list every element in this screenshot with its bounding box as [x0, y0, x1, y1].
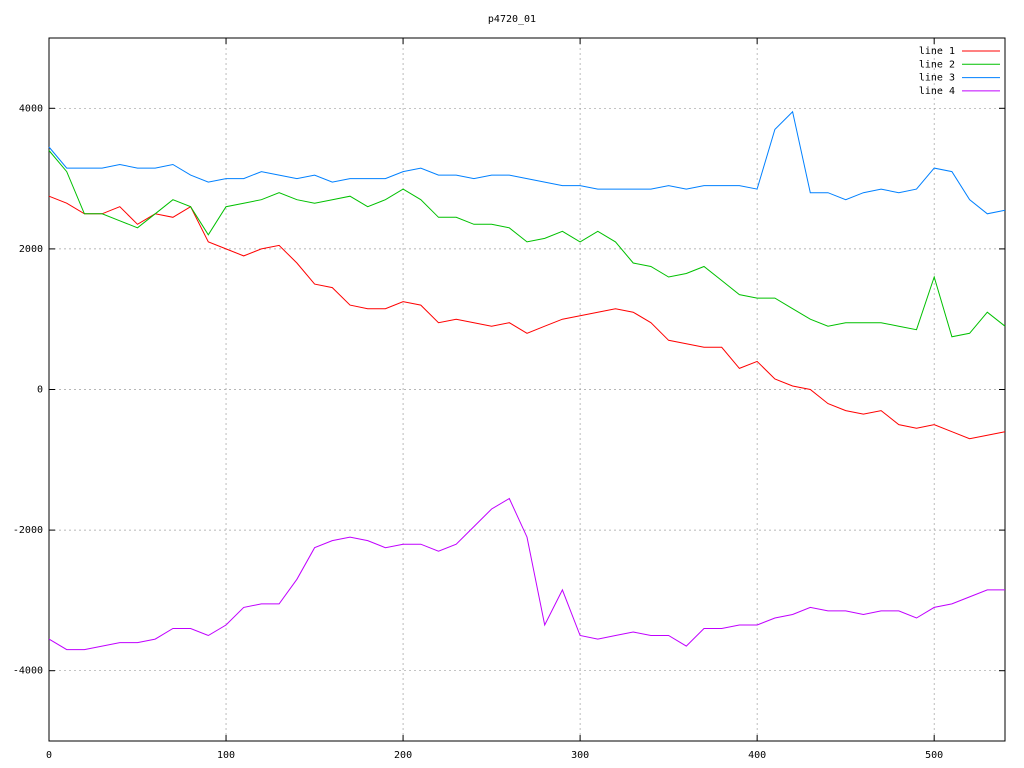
legend-label: line 1 [919, 46, 955, 57]
legend-label: line 3 [919, 73, 955, 84]
data-line [48, 497, 1005, 651]
data-line [48, 110, 1006, 215]
x-tick-label: 100 [217, 750, 235, 761]
y-tick-label: -4000 [13, 666, 43, 677]
x-tick-label: 500 [925, 750, 943, 761]
chart-title: p4720_01 [488, 14, 536, 25]
data-line [48, 150, 1006, 338]
x-tick-label: 300 [571, 750, 589, 761]
legend-label: line 4 [919, 86, 955, 97]
x-tick-label: 200 [394, 750, 412, 761]
y-tick-label: 2000 [19, 244, 43, 255]
legend-label: line 2 [919, 59, 955, 70]
y-tick-label: -2000 [13, 525, 43, 536]
x-tick-label: 400 [748, 750, 766, 761]
x-tick-label: 0 [46, 750, 52, 761]
y-tick-label: 4000 [19, 103, 43, 114]
plot-frame [48, 37, 1006, 742]
y-tick-label: 0 [37, 385, 43, 396]
data-line [48, 195, 1006, 440]
